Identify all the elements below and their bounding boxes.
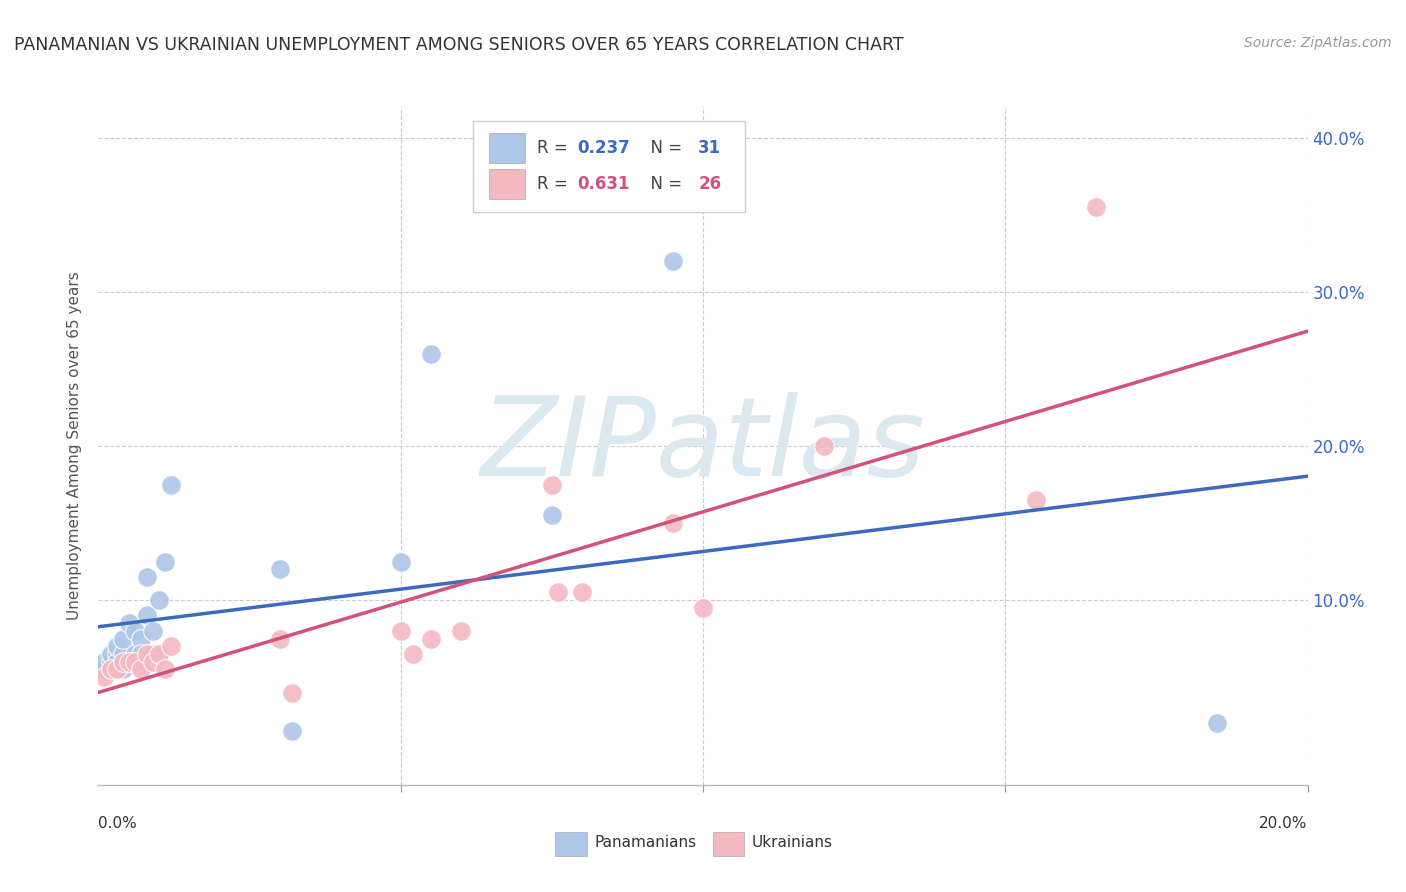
Point bbox=[142, 655, 165, 669]
Point bbox=[124, 624, 146, 638]
Point bbox=[389, 555, 412, 569]
Point bbox=[571, 585, 593, 599]
Point bbox=[118, 616, 141, 631]
Point bbox=[111, 662, 134, 676]
Point bbox=[129, 662, 152, 676]
Text: 31: 31 bbox=[699, 139, 721, 157]
Point bbox=[692, 600, 714, 615]
Text: N =: N = bbox=[640, 139, 688, 157]
Text: 0.631: 0.631 bbox=[578, 175, 630, 193]
Point bbox=[160, 477, 183, 491]
Point bbox=[111, 655, 134, 669]
Point bbox=[135, 608, 157, 623]
FancyBboxPatch shape bbox=[713, 831, 744, 856]
Point bbox=[661, 254, 683, 268]
Text: PANAMANIAN VS UKRAINIAN UNEMPLOYMENT AMONG SENIORS OVER 65 YEARS CORRELATION CHA: PANAMANIAN VS UKRAINIAN UNEMPLOYMENT AMO… bbox=[14, 36, 904, 54]
Point bbox=[124, 655, 146, 669]
Point bbox=[160, 640, 183, 654]
Point bbox=[142, 624, 165, 638]
Text: 0.237: 0.237 bbox=[578, 139, 630, 157]
Point bbox=[269, 632, 291, 646]
Y-axis label: Unemployment Among Seniors over 65 years: Unemployment Among Seniors over 65 years bbox=[67, 272, 83, 620]
Point bbox=[124, 647, 146, 661]
Point bbox=[540, 477, 562, 491]
Point bbox=[100, 647, 122, 661]
Point bbox=[135, 647, 157, 661]
Point bbox=[129, 632, 152, 646]
Point bbox=[118, 655, 141, 669]
Point bbox=[118, 655, 141, 669]
FancyBboxPatch shape bbox=[489, 133, 526, 162]
Point bbox=[813, 439, 835, 453]
Text: Ukrainians: Ukrainians bbox=[751, 835, 832, 850]
Point bbox=[153, 662, 176, 676]
Point bbox=[1085, 200, 1108, 214]
Text: Source: ZipAtlas.com: Source: ZipAtlas.com bbox=[1244, 36, 1392, 50]
Point bbox=[105, 640, 128, 654]
Point bbox=[547, 585, 569, 599]
Text: ZIPatlas: ZIPatlas bbox=[481, 392, 925, 500]
FancyBboxPatch shape bbox=[489, 169, 526, 199]
Text: R =: R = bbox=[537, 139, 574, 157]
Text: R =: R = bbox=[537, 175, 574, 193]
Point bbox=[135, 570, 157, 584]
Text: N =: N = bbox=[640, 175, 688, 193]
Point bbox=[100, 655, 122, 669]
Point bbox=[142, 647, 165, 661]
Point bbox=[281, 685, 304, 699]
Point bbox=[93, 662, 115, 676]
Point bbox=[93, 670, 115, 684]
Point bbox=[111, 632, 134, 646]
Point bbox=[420, 632, 443, 646]
Point bbox=[129, 655, 152, 669]
Point bbox=[105, 655, 128, 669]
Point bbox=[105, 647, 128, 661]
Point bbox=[540, 508, 562, 523]
Point bbox=[1206, 716, 1229, 731]
Point bbox=[111, 647, 134, 661]
Point bbox=[269, 562, 291, 576]
Point bbox=[281, 724, 304, 739]
Point bbox=[402, 647, 425, 661]
Text: 0.0%: 0.0% bbox=[98, 816, 138, 831]
Point bbox=[420, 346, 443, 360]
Point bbox=[129, 647, 152, 661]
Point bbox=[93, 655, 115, 669]
Text: Panamanians: Panamanians bbox=[595, 835, 696, 850]
Point bbox=[1024, 492, 1046, 507]
FancyBboxPatch shape bbox=[474, 120, 745, 212]
Text: 26: 26 bbox=[699, 175, 721, 193]
Point bbox=[153, 555, 176, 569]
Point bbox=[450, 624, 472, 638]
Point bbox=[105, 662, 128, 676]
Point bbox=[100, 662, 122, 676]
Point bbox=[661, 516, 683, 530]
Text: 20.0%: 20.0% bbox=[1260, 816, 1308, 831]
Point bbox=[148, 593, 170, 607]
FancyBboxPatch shape bbox=[555, 831, 586, 856]
Point bbox=[389, 624, 412, 638]
Point bbox=[148, 647, 170, 661]
